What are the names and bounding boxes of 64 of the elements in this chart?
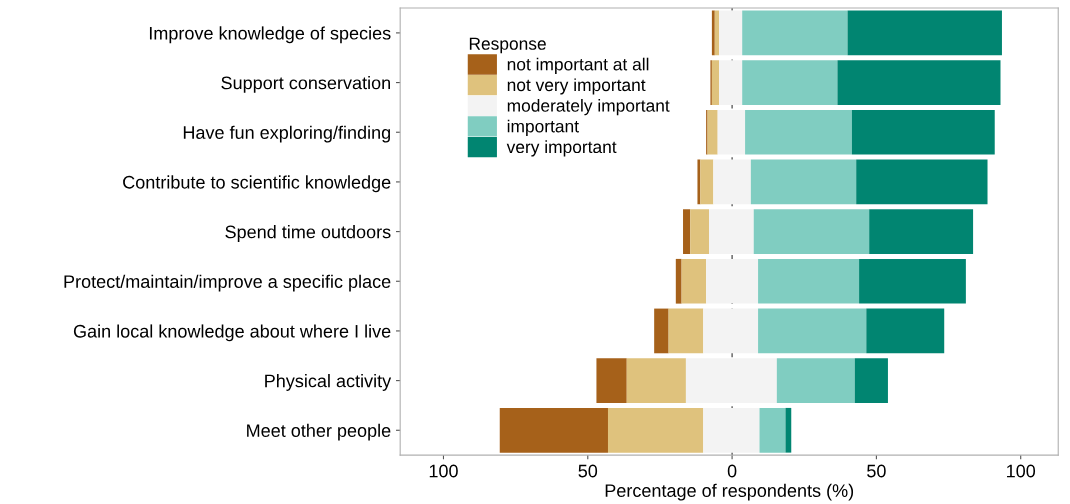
bar: [869, 209, 974, 254]
y-tick-label: Have fun exploring/finding: [183, 125, 390, 143]
bar: [681, 258, 707, 304]
bar: [675, 258, 682, 304]
bar: [697, 159, 701, 205]
bar: [851, 109, 995, 155]
bar: [607, 407, 704, 453]
legend-label: very important: [506, 140, 617, 157]
y-tick-label: Contribute to scientific knowledge: [123, 175, 391, 193]
bar: [753, 209, 870, 254]
legend-label: not very important: [507, 78, 646, 95]
y-tick-label: Protect/maintain/improve a specific place: [64, 274, 391, 292]
bar: [854, 358, 888, 403]
bar: [785, 407, 792, 453]
bar: [706, 258, 759, 304]
y-tick-label: Support conservation: [221, 76, 390, 93]
bar: [626, 358, 686, 403]
bar: [866, 308, 945, 354]
legend-label: important: [507, 119, 579, 136]
bar: [745, 109, 852, 155]
bar: [837, 60, 1001, 105]
bar: [709, 209, 754, 254]
bar: [742, 10, 848, 56]
bar: [758, 258, 860, 304]
legend-label: not important at all: [507, 57, 649, 74]
bar: [685, 358, 777, 403]
x-tick-label: 50: [867, 464, 886, 478]
bar: [700, 159, 714, 205]
bar: [499, 407, 608, 453]
bar: [711, 60, 720, 105]
bar: [713, 159, 751, 205]
bar: [719, 10, 743, 56]
bar: [719, 60, 743, 105]
y-tick-label: Gain local knowledge about where I live: [73, 324, 391, 342]
x-tick-label: 50: [578, 464, 598, 478]
bar: [859, 258, 966, 304]
x-tick-label: 100: [1007, 464, 1036, 478]
y-tick-label: Spend time outdoors: [225, 225, 391, 242]
bar: [759, 407, 786, 453]
bar: [683, 209, 691, 254]
bar: [750, 159, 857, 205]
legend-label: moderately important: [507, 99, 670, 116]
x-axis-title: Percentage of respondents (%): [605, 483, 854, 501]
y-tick-label: Improve knowledge of species: [149, 26, 391, 44]
bar: [668, 308, 704, 354]
x-tick-label: 0: [727, 464, 737, 478]
bar: [596, 358, 627, 403]
y-tick-label: Meet other people: [247, 423, 391, 441]
bar: [758, 308, 867, 354]
bar: [690, 209, 709, 254]
bar: [847, 10, 1002, 56]
bar: [711, 10, 715, 56]
bar: [742, 60, 838, 105]
bar: [707, 109, 718, 155]
bar: [703, 407, 760, 453]
bar: [776, 358, 855, 403]
legend-title: Response: [469, 37, 546, 54]
x-tick-label: 100: [429, 464, 458, 478]
bar: [856, 159, 988, 205]
bar: [703, 308, 759, 354]
bar: [654, 308, 669, 354]
bar: [714, 10, 720, 56]
y-tick-label: Physical activity: [265, 374, 392, 391]
bar: [717, 109, 746, 155]
